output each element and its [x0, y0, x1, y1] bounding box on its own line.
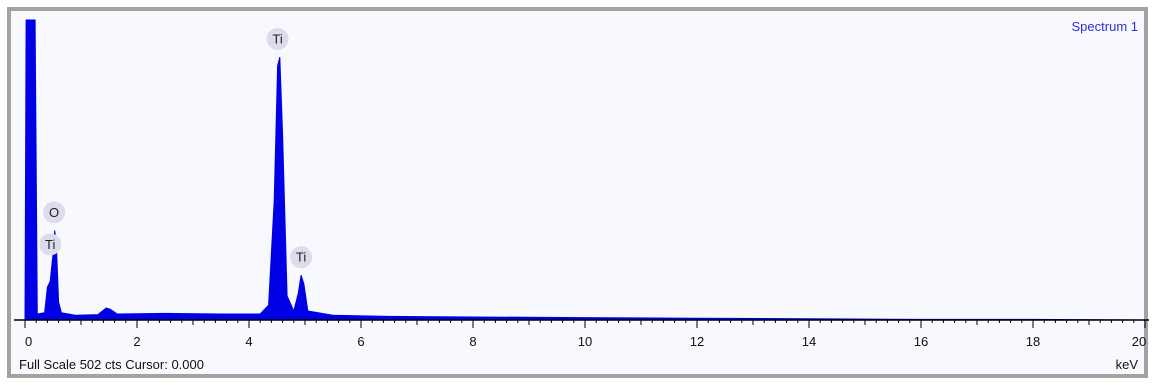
peak-label-bubble	[39, 233, 62, 256]
x-tick-label: 12	[690, 334, 704, 349]
peak-label-ti: Ti	[45, 237, 55, 252]
spectrum-series-0	[24, 19, 1146, 321]
x-tick-label: 2	[133, 334, 140, 349]
peak-label-bubble	[290, 246, 313, 269]
x-tick-label: 0	[25, 334, 32, 349]
peak-label-ti: Ti	[272, 32, 282, 47]
peak-label-ti: Ti	[296, 250, 306, 265]
x-tick-label: 4	[245, 334, 252, 349]
peak-label-bubble	[266, 28, 289, 51]
status-text: Full Scale 502 cts Cursor: 0.000	[19, 357, 204, 372]
x-tick-label: 6	[357, 334, 364, 349]
peak-label-o: O	[49, 205, 59, 220]
x-tick-label: 8	[469, 334, 476, 349]
x-tick-label: 18	[1026, 334, 1040, 349]
spectrum-frame: 0 2 4 6 8 10 12 14 16 18 20 Ti O Ti Ti Spectrum 1 Full…	[7, 7, 1149, 378]
x-tick-label: 20	[1132, 334, 1146, 349]
peak-label-bubble	[43, 201, 66, 224]
x-tick-label: 16	[914, 334, 928, 349]
x-tick-label: 10	[578, 334, 592, 349]
x-tick-label: 14	[802, 334, 816, 349]
spectrum-plot[interactable]: 0 2 4 6 8 10 12 14 16 18 20 Ti O Ti Ti	[14, 14, 1149, 364]
spectrum-title: Spectrum 1	[1071, 19, 1138, 34]
x-axis-unit-label: keV	[1115, 357, 1138, 372]
